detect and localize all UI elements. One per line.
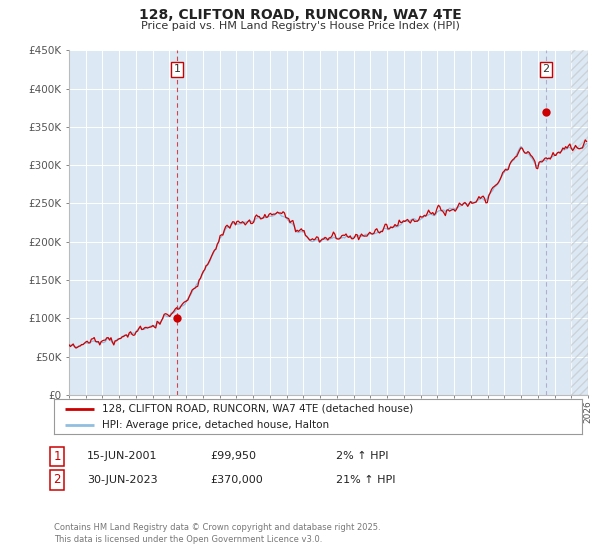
Text: 128, CLIFTON ROAD, RUNCORN, WA7 4TE (detached house): 128, CLIFTON ROAD, RUNCORN, WA7 4TE (det… — [101, 404, 413, 414]
Text: Contains HM Land Registry data © Crown copyright and database right 2025.
This d: Contains HM Land Registry data © Crown c… — [54, 522, 380, 544]
Text: 2% ↑ HPI: 2% ↑ HPI — [336, 451, 389, 461]
Text: 1: 1 — [173, 64, 181, 74]
Text: £370,000: £370,000 — [210, 475, 263, 485]
Text: 1: 1 — [53, 450, 61, 463]
Text: HPI: Average price, detached house, Halton: HPI: Average price, detached house, Halt… — [101, 419, 329, 430]
Text: 15-JUN-2001: 15-JUN-2001 — [87, 451, 157, 461]
Text: £99,950: £99,950 — [210, 451, 256, 461]
Text: 2: 2 — [53, 473, 61, 487]
Text: Price paid vs. HM Land Registry's House Price Index (HPI): Price paid vs. HM Land Registry's House … — [140, 21, 460, 31]
Text: 128, CLIFTON ROAD, RUNCORN, WA7 4TE: 128, CLIFTON ROAD, RUNCORN, WA7 4TE — [139, 8, 461, 22]
Text: 2: 2 — [542, 64, 550, 74]
Text: 30-JUN-2023: 30-JUN-2023 — [87, 475, 158, 485]
Text: 21% ↑ HPI: 21% ↑ HPI — [336, 475, 395, 485]
